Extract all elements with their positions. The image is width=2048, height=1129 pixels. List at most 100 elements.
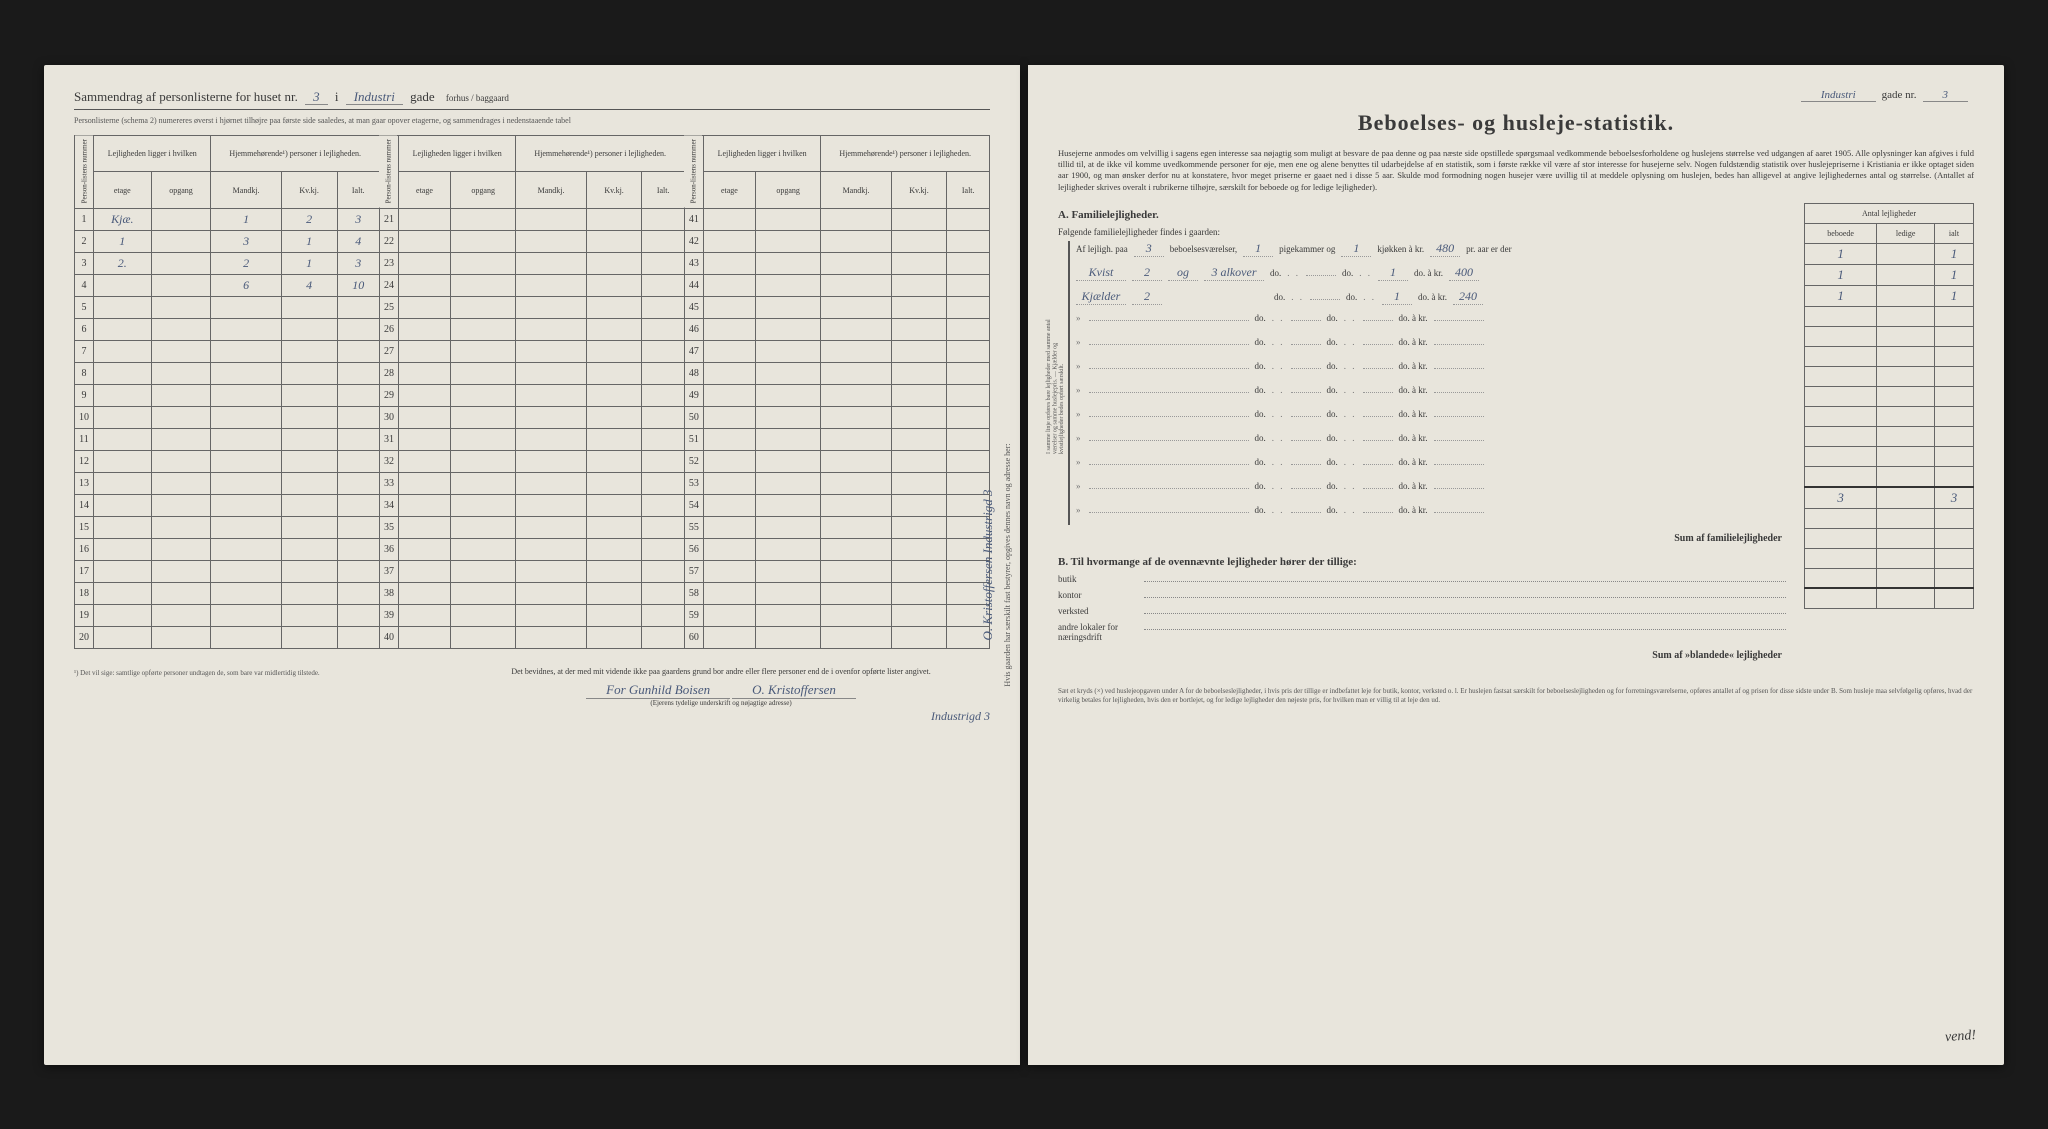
col-lejlighed-b: Lejligheden ligger i hvilken xyxy=(398,135,515,172)
side-row-b xyxy=(1805,528,1974,548)
street-name: Industri xyxy=(346,89,403,105)
family-row-3: Kjælder 2 do. . . do. . . 1 do. à kr. 24… xyxy=(1076,289,1792,309)
sub-ialt-a: Ialt. xyxy=(337,172,379,209)
section-b-row: kontor xyxy=(1058,590,1792,600)
r3-dots1: . . xyxy=(1291,292,1304,302)
col-personliste-b: Person-listens nummer xyxy=(379,135,398,208)
table-row: 32.2132343 xyxy=(75,252,990,274)
section-b-row: andre lokaler for næringsdrift xyxy=(1058,622,1792,642)
header-nr: 3 xyxy=(1923,89,1969,102)
r3-do2: do. xyxy=(1346,292,1357,302)
r1-mid1: beboelsesværelser, xyxy=(1170,244,1237,254)
left-title: Sammendrag af personlisterne for huset n… xyxy=(74,89,990,110)
side-row xyxy=(1805,447,1974,467)
table-row: 1Kjæ.1232141 xyxy=(75,208,990,230)
family-row-empty: »do.. .do.. .do. à kr. xyxy=(1076,361,1792,381)
table-row: 113151 xyxy=(75,428,990,450)
left-footnote: ¹) Det vil sige: samtlige opførte person… xyxy=(74,669,422,724)
r1-mid3: kjøkken à kr. xyxy=(1377,244,1424,254)
r3-do1: do. xyxy=(1274,292,1285,302)
r2-mid: og xyxy=(1168,265,1198,281)
side-row xyxy=(1805,467,1974,487)
header-street: Industri xyxy=(1801,89,1876,102)
sub-opgang-c: opgang xyxy=(755,172,820,209)
family-row-empty: »do.. .do.. .do. à kr. xyxy=(1076,481,1792,501)
table-row: 183858 xyxy=(75,582,990,604)
r2-kr: 400 xyxy=(1449,265,1479,281)
r3-dots2: . . xyxy=(1363,292,1376,302)
table-row: 204060 xyxy=(75,626,990,648)
r3-v2: 1 xyxy=(1382,289,1412,305)
side-row-b xyxy=(1805,548,1974,568)
sub-opgang-a: opgang xyxy=(151,172,211,209)
r3-a: 2 xyxy=(1132,289,1162,305)
r2-dots1: . . xyxy=(1287,268,1300,278)
r2-v2: 1 xyxy=(1378,265,1408,281)
side-row xyxy=(1805,307,1974,327)
right-title: Beboelses- og husleje-statistik. xyxy=(1058,110,1974,136)
r3-kr: 240 xyxy=(1453,289,1483,305)
r3-do3: do. à kr. xyxy=(1418,292,1447,302)
r1-pre: Af lejligh. paa xyxy=(1076,244,1128,254)
side-row xyxy=(1805,347,1974,367)
section-b-row: butik xyxy=(1058,574,1792,584)
side-sum-a: 33 xyxy=(1805,487,1974,509)
family-row-empty: »do.. .do.. .do. à kr. xyxy=(1076,385,1792,405)
side-table: Antal lejligheder beboede ledige ialt 11… xyxy=(1804,203,1974,609)
right-page: Industri gade nr. 3 Beboelses- og huslej… xyxy=(1028,65,2004,1065)
right-body: A. Familielejligheder. Følgende familiel… xyxy=(1058,203,1974,673)
r2-a: 2 xyxy=(1132,265,1162,281)
right-footnote: Sæt et kryds (×) ved huslejeopgaven unde… xyxy=(1058,687,1974,705)
document-spread: Sammendrag af personlisterne for huset n… xyxy=(44,65,2004,1065)
sig-prefix: For Gunhild Boisen xyxy=(586,682,730,699)
side-col-0: beboede xyxy=(1805,224,1877,244)
sub-etage-a: etage xyxy=(94,172,152,209)
vertical-handwriting: O. Kristoffersen Industrigd 3 xyxy=(980,489,996,640)
r1-mid2: pigekammer og xyxy=(1279,244,1335,254)
persons-table: Person-listens nummer Lejligheden ligger… xyxy=(74,135,990,649)
r1-bebo: 3 xyxy=(1134,241,1164,257)
r1-kjok: 1 xyxy=(1341,241,1371,257)
r2-do3: do. à kr. xyxy=(1414,268,1443,278)
sub-etage-b: etage xyxy=(398,172,450,209)
right-side: Antal lejligheder beboede ledige ialt 11… xyxy=(1804,203,1974,673)
table-row: 163656 xyxy=(75,538,990,560)
table-row: 123252 xyxy=(75,450,990,472)
sub-etage-c: etage xyxy=(703,172,755,209)
title-suffix: gade xyxy=(410,89,435,104)
family-row-empty: »do.. .do.. .do. à kr. xyxy=(1076,457,1792,477)
family-row-1: Af lejligh. paa 3 beboelsesværelser, 1 p… xyxy=(1076,241,1792,261)
section-a-label: A. Familielejligheder. xyxy=(1058,209,1792,221)
col-lejlighed-a: Lejligheden ligger i hvilken xyxy=(94,135,211,172)
table-row: 103050 xyxy=(75,406,990,428)
col-personliste-c: Person-listens nummer xyxy=(684,135,703,208)
sub-mandkj-c: Mandkj. xyxy=(821,172,891,209)
title-prefix: Sammendrag af personlisterne for huset n… xyxy=(74,89,298,104)
family-row-empty: »do.. .do.. .do. à kr. xyxy=(1076,505,1792,525)
side-row xyxy=(1805,387,1974,407)
side-row xyxy=(1805,367,1974,387)
r2-dots2: . . xyxy=(1359,268,1372,278)
r3-v1 xyxy=(1310,299,1340,300)
r2-b: 3 alkover xyxy=(1204,265,1264,281)
side-row xyxy=(1805,407,1974,427)
table-row: 82848 xyxy=(75,362,990,384)
side-row: 11 xyxy=(1805,244,1974,265)
side-row-b xyxy=(1805,568,1974,588)
sig-intro: Det bevidnes, at der med mit vidende ikk… xyxy=(452,667,990,676)
col-hjemme-a: Hjemmehørende¹) personer i lejligheden. xyxy=(211,135,379,172)
right-intro: Husejerne anmodes om velvillig i sagens … xyxy=(1058,148,1974,194)
side-header: Antal lejligheder xyxy=(1805,204,1974,224)
title-mid: i xyxy=(335,89,339,104)
table-row: 92949 xyxy=(75,384,990,406)
side-row-b xyxy=(1805,508,1974,528)
r1-suf: pr. aar er der xyxy=(1466,244,1511,254)
sub-kvkj-a: Kv.kj. xyxy=(281,172,337,209)
sum-a: Sum af familielejligheder xyxy=(1058,533,1792,544)
r2-do2: do. xyxy=(1342,268,1353,278)
brace-note: I samme linje opføres bare lejligheder m… xyxy=(1046,312,1066,454)
side-row: 11 xyxy=(1805,265,1974,286)
r1-pige: 1 xyxy=(1243,241,1273,257)
section-b-row: verksted xyxy=(1058,606,1792,616)
side-row xyxy=(1805,427,1974,447)
